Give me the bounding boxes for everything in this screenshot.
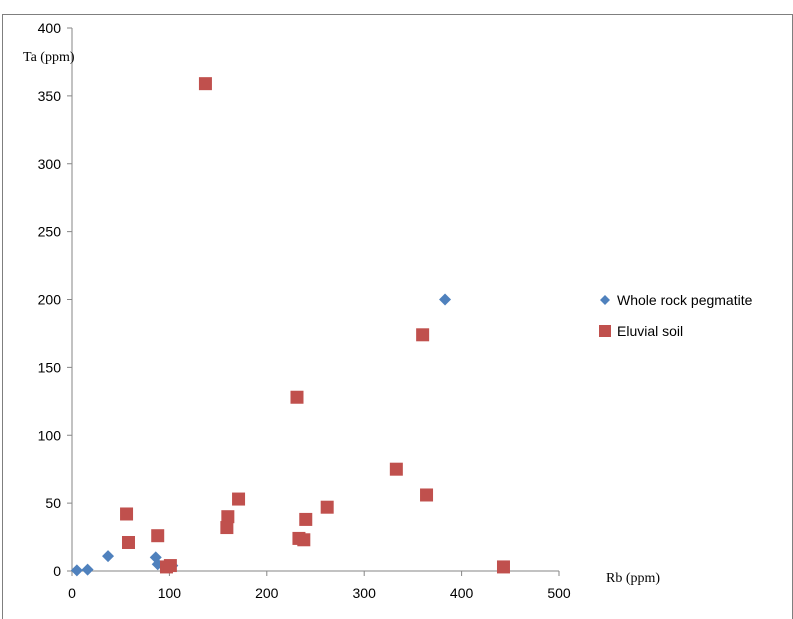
eluvial-soil-point xyxy=(198,77,212,91)
y-axis-ticks: 0 50 100 150 200 250 300 350 400 xyxy=(38,20,72,579)
whole-rock-pegmatite-point xyxy=(70,564,83,577)
legend-entry-label: Eluvial soil xyxy=(617,323,683,339)
eluvial-soil-point xyxy=(320,500,334,514)
eluvial-soil-point xyxy=(416,328,430,342)
x-tick-label: 100 xyxy=(158,585,182,601)
legend-entry-label: Whole rock pegmatite xyxy=(617,292,753,308)
eluvial-soil-point xyxy=(297,533,311,547)
eluvial-soil-point xyxy=(496,560,510,574)
x-tick-label: 200 xyxy=(255,585,279,601)
eluvial-soil-point xyxy=(120,507,134,521)
y-tick-label: 150 xyxy=(38,359,62,375)
x-tick-label: 400 xyxy=(450,585,474,601)
y-tick-label: 350 xyxy=(38,88,62,104)
eluvial-soil-point xyxy=(221,510,235,524)
y-tick-label: 50 xyxy=(45,495,61,511)
y-axis-title-mask xyxy=(20,44,65,55)
y-tick-label: 300 xyxy=(38,156,62,172)
eluvial-soil-point xyxy=(220,521,234,535)
legend-diamond-icon xyxy=(600,295,610,305)
eluvial-soil-point xyxy=(299,512,313,526)
y-axis-title: Ta (ppm) xyxy=(23,50,75,65)
eluvial-soil-point xyxy=(420,488,434,502)
y-tick-label: 100 xyxy=(38,427,62,443)
eluvial-soil-point xyxy=(121,535,135,549)
whole-rock-pegmatite-point xyxy=(102,550,115,563)
x-tick-label: 500 xyxy=(547,585,571,601)
data-points xyxy=(70,77,510,577)
whole-rock-pegmatite-point xyxy=(439,293,452,306)
x-axis-title: Rb (ppm) xyxy=(606,571,660,586)
eluvial-soil-point xyxy=(290,390,304,404)
whole-rock-pegmatite-point xyxy=(81,563,94,576)
legend: Whole rock pegmatite Eluvial soil xyxy=(599,292,753,339)
y-tick-label: 0 xyxy=(53,563,61,579)
x-tick-label: 0 xyxy=(68,585,76,601)
chart-frame-left-line xyxy=(2,14,3,619)
x-axis-ticks: 0 100 200 300 400 500 xyxy=(68,571,571,601)
eluvial-soil-point xyxy=(389,462,403,476)
x-tick-label: 300 xyxy=(353,585,377,601)
chart-frame-top-line xyxy=(2,14,793,15)
y-tick-label: 250 xyxy=(38,224,62,240)
eluvial-soil-point xyxy=(151,529,165,543)
eluvial-soil-point xyxy=(232,492,246,506)
y-tick-label: 200 xyxy=(38,292,62,308)
y-tick-label: 400 xyxy=(38,20,62,36)
legend-square-icon xyxy=(599,325,611,337)
eluvial-soil-point xyxy=(163,559,177,573)
